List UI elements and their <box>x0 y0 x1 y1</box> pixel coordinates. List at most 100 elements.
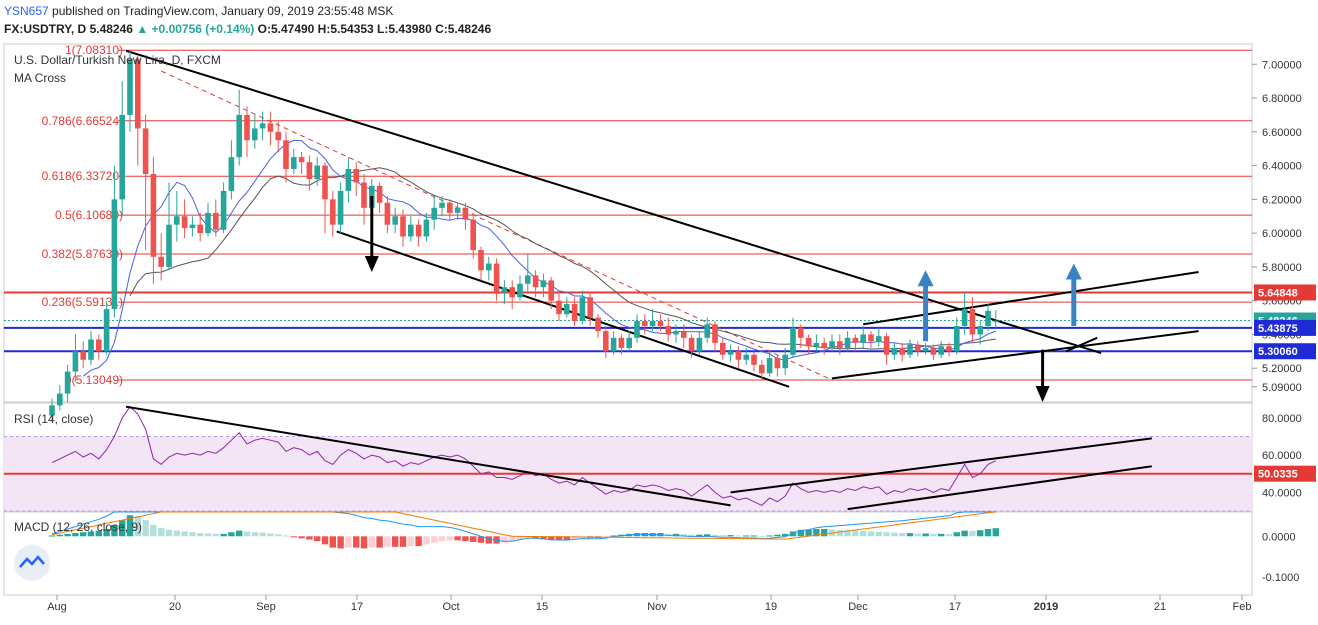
macd-histogram-bar <box>314 536 321 542</box>
macd-histogram-bar <box>251 532 258 537</box>
rsi-axis-label: 80.0000 <box>1262 413 1302 425</box>
candle-body <box>501 287 508 293</box>
price-pane[interactable] <box>3 43 1253 403</box>
price-level-tag-text: 5.30060 <box>1258 346 1298 358</box>
time-axis-label: 17 <box>351 601 363 613</box>
macd-histogram-bar <box>719 535 726 537</box>
channel-upper-trendline[interactable] <box>125 49 1102 354</box>
candle-body <box>548 280 554 301</box>
candle-body <box>259 123 266 129</box>
candle-body <box>509 287 515 298</box>
rsi-lower-trendline[interactable] <box>847 465 1152 511</box>
wedge-upper-trendline[interactable] <box>863 270 1199 326</box>
macd-histogram-bar <box>306 536 313 540</box>
candle-body <box>291 157 297 169</box>
candle-body <box>595 317 601 332</box>
candles <box>49 50 999 423</box>
fib-swing-dashline[interactable] <box>160 70 833 381</box>
candle-body <box>946 346 952 352</box>
macd-histogram-bar <box>446 536 453 541</box>
candle-body <box>330 199 336 225</box>
candle-body <box>665 326 671 335</box>
macd-axis-label: 0.0000 <box>1262 531 1296 543</box>
macd-histogram-bar <box>462 536 469 542</box>
price-axis-label: 6.00000 <box>1262 228 1302 240</box>
macd-histogram-bar <box>431 536 438 543</box>
macd-histogram-bar <box>72 533 79 537</box>
candle-body <box>977 326 983 335</box>
macd-histogram-bar <box>891 532 898 537</box>
arrow-up-icon <box>1065 263 1082 280</box>
rsi-level-tag <box>1254 465 1316 482</box>
last-price: 5.48246 <box>89 22 133 36</box>
macd-histogram-bar <box>290 536 297 538</box>
macd-histogram-bar <box>961 530 968 537</box>
macd-histogram-bar <box>259 532 266 537</box>
macd-histogram-bar <box>555 536 563 540</box>
candle-body <box>119 114 125 200</box>
candle-body <box>532 275 539 288</box>
candle-body <box>751 354 757 365</box>
wedge-lower-trendline[interactable] <box>831 330 1199 380</box>
macd-histogram-bar <box>883 532 890 537</box>
macd-histogram-bar <box>914 533 921 537</box>
macd-histogram-bar <box>727 535 734 537</box>
price-axis-label: 6.40000 <box>1262 161 1302 173</box>
candle-body <box>938 346 944 355</box>
candle-body <box>961 309 968 327</box>
fib-level-label: 0.618(6.33720) <box>42 169 123 183</box>
wedge-apex-line[interactable] <box>1065 336 1098 353</box>
candle-body <box>618 337 625 348</box>
trendlines[interactable] <box>125 49 1199 388</box>
macd-histogram-bar <box>938 533 945 537</box>
channel-lower-trendline[interactable] <box>336 230 790 388</box>
candle-body <box>236 114 242 158</box>
macd-histogram-bar <box>743 535 750 537</box>
fib-level-label: 0(5.13049) <box>65 373 123 387</box>
time-axis-label: Oct <box>442 601 459 613</box>
candle-body <box>852 337 859 343</box>
candle-body <box>376 185 383 203</box>
price-change: +0.00756 (+0.14%) <box>151 22 255 36</box>
macd-pane[interactable] <box>3 511 1253 596</box>
price-level-tag <box>1254 284 1316 301</box>
rsi-level-tag-text: 50.0335 <box>1258 469 1298 481</box>
candle-body <box>540 280 547 288</box>
candle-body <box>579 297 586 321</box>
candle-body <box>228 157 235 191</box>
macd-histogram-bar <box>126 515 134 537</box>
candle-body <box>49 405 55 416</box>
candle-body <box>798 327 804 338</box>
candle-body <box>408 224 414 237</box>
macd-histogram-bar <box>548 536 555 540</box>
macd-histogram-bar <box>540 536 547 539</box>
publisher-username[interactable]: YSN657 <box>4 4 49 18</box>
macd-histogram-bar <box>922 533 929 537</box>
candle-body <box>103 309 110 352</box>
macd-histogram-bar <box>680 534 687 537</box>
arrow-down-icon <box>364 255 379 272</box>
candle-body <box>80 351 86 360</box>
candle-body <box>267 123 274 132</box>
candle-body <box>837 341 843 348</box>
candle-body <box>478 250 484 271</box>
rsi-upper-trendline[interactable] <box>730 437 1152 494</box>
candle-body <box>337 190 344 225</box>
candle-body <box>876 336 882 342</box>
candle-body <box>735 351 742 360</box>
candle-body <box>891 347 898 355</box>
macd-histogram-bar <box>384 536 391 547</box>
macd-histogram-bar <box>407 536 414 547</box>
macd-histogram-bar <box>501 536 508 543</box>
candle-body <box>142 128 149 175</box>
macd-histogram-bar <box>212 533 219 537</box>
macd-histogram-bar <box>220 533 227 537</box>
ma-indicator-label: MA Cross <box>14 71 66 85</box>
rsi-down-trendline[interactable] <box>125 405 731 507</box>
candle-body <box>314 165 320 180</box>
time-axis-label: 17 <box>949 601 961 613</box>
macd-histogram-bar <box>750 535 758 537</box>
time-axis-label: Nov <box>647 601 667 613</box>
macd-histogram-bar <box>298 536 305 539</box>
